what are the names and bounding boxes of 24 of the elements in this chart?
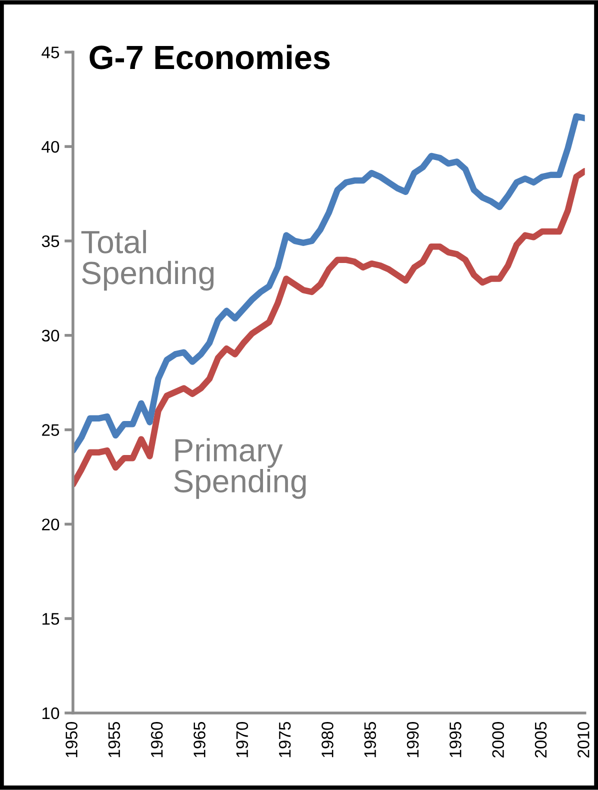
x-tick-label: 1980 <box>322 722 334 758</box>
y-tick-label: 30 <box>42 330 60 342</box>
y-tick-label: 35 <box>42 235 60 248</box>
x-tick-label: 2005 <box>534 722 547 758</box>
x-tick-label: 1970 <box>236 722 248 758</box>
y-tick-label: 20 <box>42 518 60 530</box>
x-tick-label: 1990 <box>406 722 419 758</box>
x-tick-label: 1950 <box>66 722 78 758</box>
x-tick-label: 1995 <box>450 722 462 758</box>
y-tick-label: 45 <box>42 46 60 58</box>
x-tick-label: 1975 <box>278 722 291 758</box>
series-label: Primary Spending <box>174 438 306 499</box>
x-tick-label: 1955 <box>108 722 120 758</box>
chart-title: G-7 Economies <box>90 44 330 70</box>
y-tick-label: 10 <box>42 707 60 720</box>
x-tick-label: 1960 <box>150 722 163 758</box>
x-tick-label: 2010 <box>578 722 590 758</box>
x-tick-label: 1965 <box>194 722 206 758</box>
series-label: Total Spending <box>81 230 214 291</box>
x-tick-label: 1985 <box>364 722 376 758</box>
y-tick-label: 25 <box>42 424 60 436</box>
y-tick-label: 15 <box>42 613 60 625</box>
y-tick-label: 40 <box>42 140 60 153</box>
x-tick-label: 2000 <box>492 722 504 758</box>
